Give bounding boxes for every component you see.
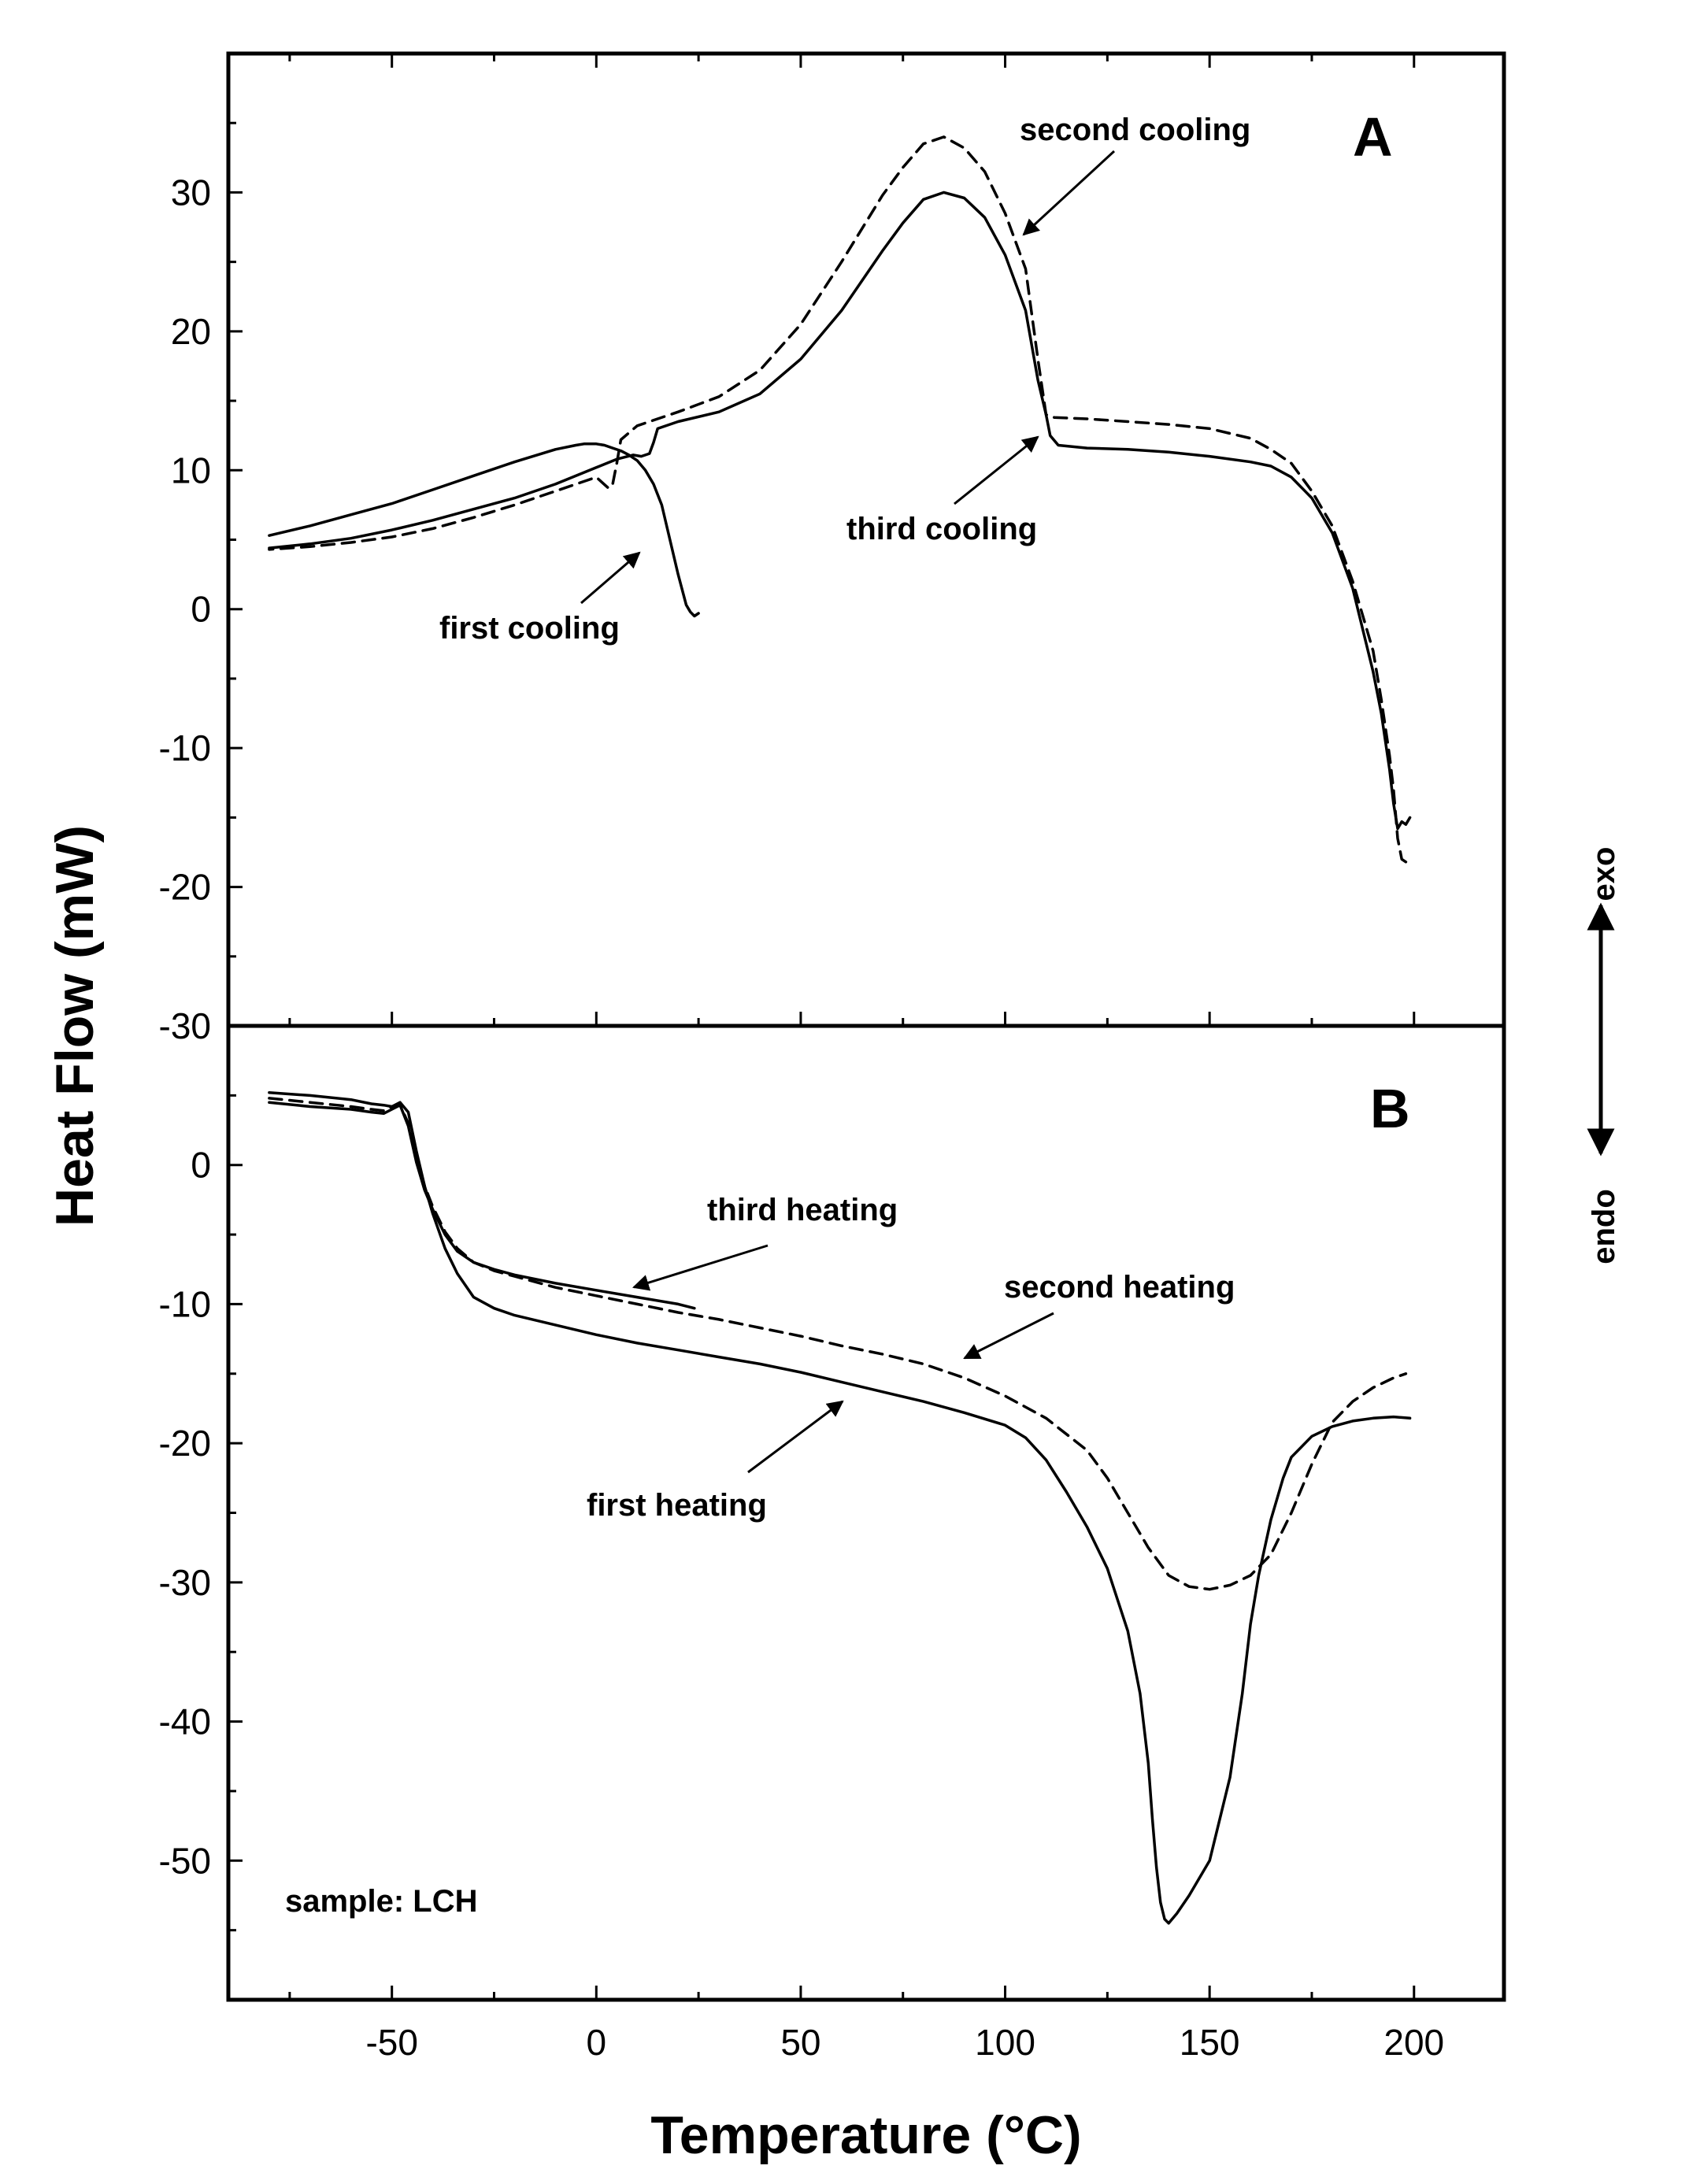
sample-label: sample: LCH xyxy=(285,1884,478,1919)
x-tick-label: -50 xyxy=(365,2022,417,2063)
y-tick-label-a: 20 xyxy=(171,311,211,352)
y-tick-label-b: 0 xyxy=(191,1145,211,1186)
series-third-cooling xyxy=(268,191,1412,831)
panel-b-y-ticks: 0 -10 -20 -30 -40 -50 xyxy=(159,1094,243,1932)
endo-label: endo xyxy=(1587,1189,1621,1264)
arrow-third-heating xyxy=(632,1244,769,1291)
panel-a-y-ticks: 30 20 10 0 -10 -20 -30 xyxy=(159,121,243,1046)
arrow-first-cooling xyxy=(580,551,641,605)
arrow-first-heating xyxy=(747,1400,844,1474)
series-first-cooling xyxy=(268,442,700,618)
annotation-second-cooling: second cooling xyxy=(1020,113,1250,147)
y-tick-label-b: -30 xyxy=(159,1562,211,1603)
annotation-third-heating: third heating xyxy=(707,1193,898,1227)
x-tick-label: 100 xyxy=(975,2022,1035,2063)
y-tick-label-a: 30 xyxy=(171,172,211,213)
panel-a-label: A xyxy=(1353,106,1393,168)
y-tick-label-b: -20 xyxy=(159,1423,211,1464)
arrow-second-heating xyxy=(963,1312,1054,1360)
y-tick-label-b: -40 xyxy=(159,1701,211,1742)
panel-a-series xyxy=(268,135,1412,864)
series-second-cooling xyxy=(268,135,1408,864)
annotation-second-heating: second heating xyxy=(1004,1270,1235,1305)
panel-b-series xyxy=(268,1091,1412,1925)
y-tick-label-b: -10 xyxy=(159,1283,211,1324)
x-tick-label: 150 xyxy=(1180,2022,1240,2063)
x-tick-label: 50 xyxy=(780,2022,820,2063)
series-second-heating xyxy=(268,1097,1408,1591)
annotation-first-cooling: first cooling xyxy=(439,611,620,646)
annotation-third-cooling: third cooling xyxy=(846,512,1037,546)
panel-b-label: B xyxy=(1370,1078,1410,1139)
x-tick-label: 200 xyxy=(1383,2022,1444,2063)
y-axis-title: Heat Flow (mW) xyxy=(45,825,105,1227)
y-tick-label-a: -30 xyxy=(159,1005,211,1046)
y-tick-label-b: -50 xyxy=(159,1840,211,1881)
x-axis-title: Temperature (°C) xyxy=(650,2105,1081,2165)
y-tick-label-a: 0 xyxy=(191,589,211,630)
arrow-second-cooling xyxy=(1022,150,1116,236)
exo-label: exo xyxy=(1587,847,1621,901)
x-ticks: -50 0 50 100 150 200 xyxy=(288,54,1444,2063)
y-tick-label-a: -10 xyxy=(159,727,211,768)
series-third-heating xyxy=(268,1101,696,1310)
y-tick-label-a: -20 xyxy=(159,867,211,908)
annotation-first-heating: first heating xyxy=(587,1488,767,1523)
arrow-third-cooling xyxy=(954,435,1039,505)
y-tick-label-a: 10 xyxy=(171,450,211,490)
x-tick-label: 0 xyxy=(587,2022,607,2063)
